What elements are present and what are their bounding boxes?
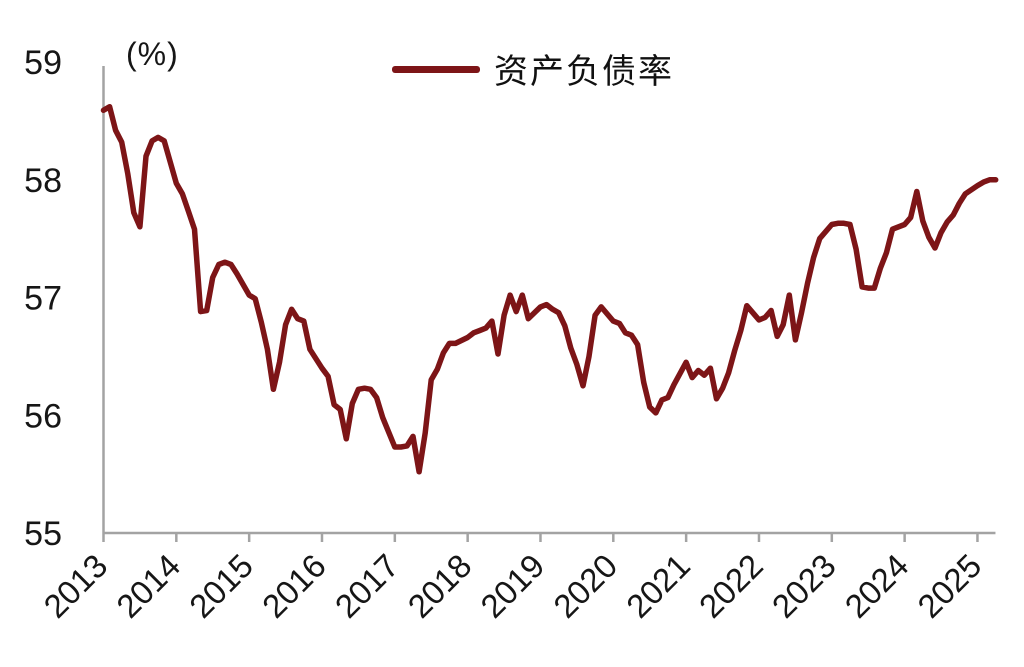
- x-tick-label: 2018: [401, 547, 479, 625]
- legend-line-swatch: [392, 66, 480, 73]
- x-tick-label: 2021: [619, 547, 697, 625]
- series-line-asset-liability-ratio: [100, 103, 999, 475]
- y-tick-label: 58: [24, 162, 62, 200]
- x-tick-label: 2019: [473, 547, 551, 625]
- x-tick-label: 2023: [765, 547, 843, 625]
- x-tick-label: 2020: [546, 547, 624, 625]
- x-tick-label: 2017: [328, 547, 406, 625]
- y-tick-label: 57: [24, 280, 62, 318]
- legend: 资产负债率: [392, 44, 674, 93]
- y-tick-label: 55: [24, 515, 62, 553]
- x-tick-label: 2013: [36, 547, 114, 625]
- y-axis-unit-label: (%): [126, 36, 179, 72]
- x-tick-label: 2014: [109, 547, 187, 625]
- y-tick-label: 56: [24, 397, 62, 435]
- x-tick-label: 2024: [837, 547, 915, 625]
- x-tick-label: 2015: [182, 547, 260, 625]
- y-tick-label: 59: [24, 44, 62, 82]
- x-tick-label: 2025: [910, 547, 988, 625]
- x-tick-label: 2022: [692, 547, 770, 625]
- legend-series-label: 资产负债率: [494, 53, 674, 91]
- x-tick-label: 2016: [255, 547, 333, 625]
